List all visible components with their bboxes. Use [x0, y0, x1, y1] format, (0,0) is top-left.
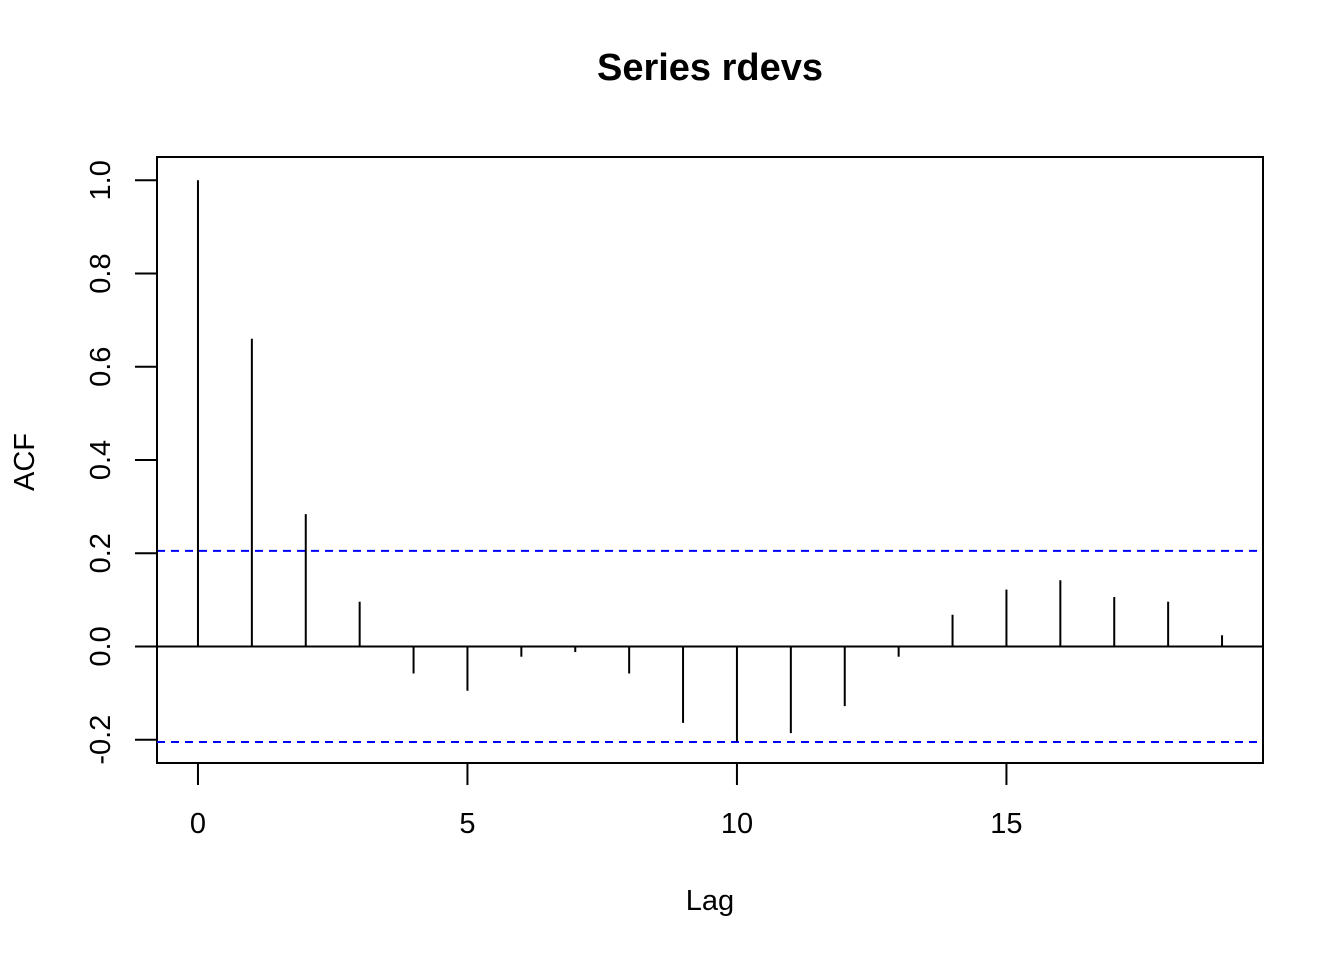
y-axis-label: ACF — [9, 433, 41, 491]
y-tick-label: -0.2 — [85, 715, 117, 765]
y-tick-label: 0.0 — [85, 626, 117, 666]
x-tick-label: 5 — [459, 808, 475, 840]
y-tick-label: 0.8 — [85, 253, 117, 293]
x-tick-label: 10 — [721, 808, 753, 840]
plot-layer: 0 5 10 15 -0.2 0.0 0.2 0.4 0.6 0.8 1.0 — [85, 160, 1263, 840]
y-tick-label: 0.4 — [85, 440, 117, 480]
x-tick-label: 15 — [990, 808, 1022, 840]
x-axis-label: Lag — [686, 885, 734, 917]
y-tick-label: 1.0 — [85, 160, 117, 200]
plot-frame — [156, 156, 1264, 764]
y-tick-label: 0.6 — [85, 347, 117, 387]
chart-title: Series rdevs — [597, 47, 823, 89]
x-tick-label: 0 — [190, 808, 206, 840]
y-tick-label: 0.2 — [85, 533, 117, 573]
